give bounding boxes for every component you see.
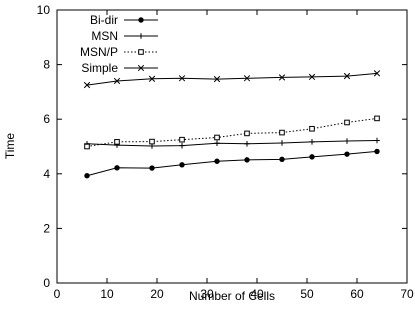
data-point <box>214 134 220 141</box>
data-point <box>83 81 91 89</box>
x-tick-label: 20 <box>150 287 164 301</box>
series-line <box>86 150 378 177</box>
y-tick-label: 10 <box>37 3 51 17</box>
x-tick-label: 50 <box>300 287 314 301</box>
data-point <box>343 72 351 80</box>
plot-frame <box>56 9 408 284</box>
x-tick-label: 30 <box>200 287 214 301</box>
x-tick-label: 70 <box>400 287 414 301</box>
data-point <box>148 75 156 82</box>
data-point <box>309 139 315 145</box>
data-point <box>278 74 286 81</box>
x-tick-label: 10 <box>100 287 114 301</box>
data-point <box>149 165 155 171</box>
legend-label: Simple <box>81 61 118 75</box>
data-point <box>244 140 250 147</box>
data-point <box>179 136 185 143</box>
x-tick-label: 60 <box>350 287 364 301</box>
data-point <box>114 165 120 171</box>
x-tick-label: 40 <box>250 287 264 301</box>
legend-label: Bi-dir <box>90 13 118 27</box>
data-point <box>279 156 285 163</box>
legend-swatch-marker <box>138 33 144 39</box>
data-point <box>374 115 380 122</box>
legend-label: MSN/P <box>80 45 118 59</box>
data-point <box>179 162 185 168</box>
x-axis-title: Number of Cells <box>189 289 275 303</box>
data-point <box>114 139 120 145</box>
y-tick-label: 6 <box>43 112 50 126</box>
legend-swatch-marker <box>137 64 145 72</box>
legend-swatch-marker <box>138 49 144 55</box>
data-point <box>179 142 185 149</box>
data-point <box>279 129 285 136</box>
data-point <box>374 137 380 144</box>
data-point <box>149 138 155 145</box>
legend-swatch-marker <box>138 17 144 23</box>
data-point <box>84 143 90 150</box>
data-point <box>113 77 121 85</box>
data-point <box>213 75 221 83</box>
y-axis-title: Time <box>3 133 17 160</box>
y-tick-label: 8 <box>43 58 50 72</box>
series-line <box>86 72 378 86</box>
data-point <box>309 125 315 132</box>
data-point <box>214 140 220 147</box>
y-tick-label: 0 <box>43 276 50 290</box>
x-tick-label: 0 <box>54 287 61 301</box>
data-point <box>84 173 90 179</box>
data-point <box>244 130 250 137</box>
series-line <box>86 139 378 147</box>
data-point <box>214 158 220 164</box>
y-tick-label: 4 <box>43 167 50 181</box>
data-point <box>374 148 380 155</box>
data-point <box>308 73 316 81</box>
y-tick-label: 2 <box>43 221 50 235</box>
data-point <box>344 119 350 126</box>
legend-label: MSN <box>91 29 118 43</box>
data-point <box>279 140 285 146</box>
data-point <box>344 151 350 157</box>
data-point <box>178 75 186 82</box>
series-line <box>86 117 378 147</box>
data-point <box>344 138 350 144</box>
data-point <box>373 70 381 77</box>
data-point <box>244 157 250 163</box>
data-point <box>309 154 315 160</box>
data-point <box>243 75 251 82</box>
